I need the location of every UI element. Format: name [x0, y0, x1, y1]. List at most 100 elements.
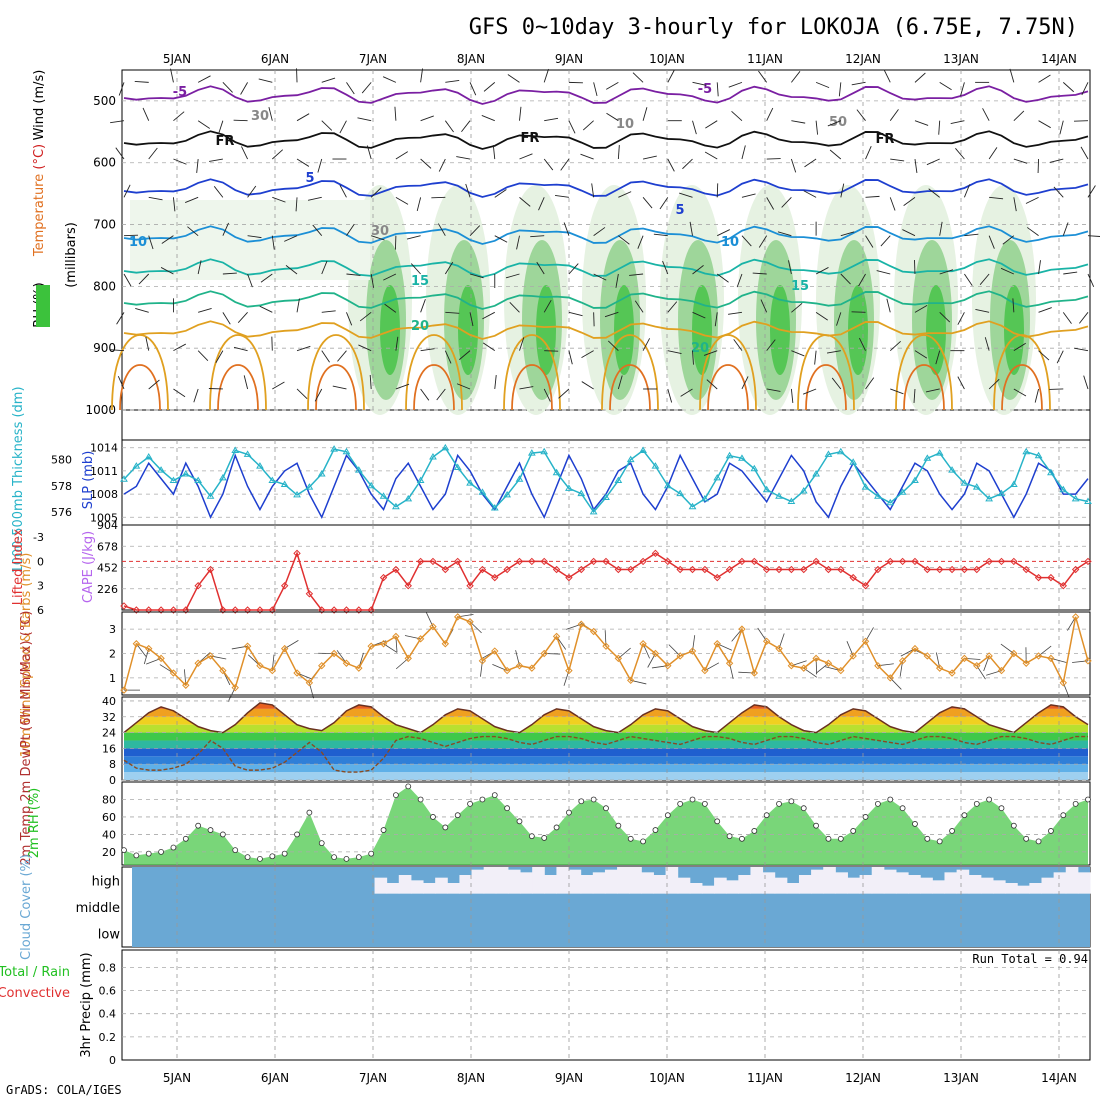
- temperature-axis-label: Temperature (°C): [32, 144, 47, 257]
- wind-barb: [538, 197, 545, 211]
- wind-barb: [1049, 158, 1064, 163]
- wind-barb: [703, 350, 718, 356]
- rh-shade: [692, 285, 712, 375]
- wind-barb: [791, 350, 805, 357]
- wind-speed-point: [775, 644, 783, 653]
- wind-speed-point: [639, 640, 647, 648]
- cloud-cell: [398, 875, 412, 894]
- wind-barb: [692, 81, 707, 86]
- wind-barb: [1063, 271, 1078, 275]
- wind-barb: [193, 388, 199, 403]
- wind-speed-point: [231, 683, 239, 692]
- lifted-index-point: [552, 565, 561, 574]
- lifted-index-point: [898, 557, 907, 566]
- wind-barb: [444, 350, 452, 364]
- wind-barb: [519, 386, 534, 390]
- cross-section-panel: 500 600 700 800 900 1000 -5 -5 FR FR FR 5 5 10 10 15 15 2…: [32, 68, 1100, 441]
- thickness-tick-label: 576: [51, 506, 72, 519]
- lifted-index-point: [762, 565, 771, 574]
- wind-barb: [889, 109, 899, 121]
- temperature-band: [124, 772, 1088, 780]
- cloud-cell: [568, 869, 582, 894]
- rh-point: [578, 798, 585, 805]
- wind-barb: [1038, 350, 1050, 361]
- wind-barb: [469, 225, 481, 236]
- cloud-cell: [1029, 883, 1042, 894]
- wind-speed-point: [503, 666, 511, 675]
- wind-barb: [758, 70, 768, 83]
- rh-point: [825, 835, 832, 842]
- wind-barb: [615, 273, 619, 288]
- thickness-point: [824, 450, 833, 457]
- wind-speed-point: [120, 686, 128, 694]
- pressure-tick-label: 700: [93, 218, 116, 232]
- thickness-point: [874, 492, 882, 499]
- wind-barb: [581, 350, 594, 359]
- lifted-index-point: [243, 606, 252, 614]
- thickness-point: [700, 494, 709, 502]
- contour-label: 5: [305, 171, 314, 186]
- wind-barb: [803, 667, 818, 678]
- thickness-tick-label: 578: [51, 480, 72, 493]
- bottom-date-label: 6JAN: [261, 1071, 289, 1085]
- wind-barb: [667, 69, 675, 83]
- slp-tick-label: 1008: [90, 488, 118, 501]
- wind-barb: [247, 235, 262, 239]
- lifted-index-point: [577, 565, 585, 574]
- cloud-cell: [556, 867, 570, 894]
- thickness-point: [231, 446, 240, 453]
- wind-speed-point: [800, 664, 808, 672]
- wind-barb: [406, 235, 421, 240]
- wind-barb: [889, 197, 896, 211]
- wind-barb: [173, 343, 187, 352]
- cloud-cell: [629, 867, 642, 894]
- wind-barb: [494, 235, 508, 243]
- wind-barb: [957, 376, 965, 390]
- wind-barb: [914, 72, 926, 83]
- wind-barb: [741, 376, 749, 390]
- wind-barb: [332, 385, 347, 390]
- warm-isotherm: [895, 334, 953, 411]
- thickness-point: [886, 498, 895, 506]
- wind-barb: [1013, 342, 1026, 352]
- lifted-index-point: [441, 565, 450, 574]
- wind-barb: [240, 82, 248, 95]
- wind-barb: [197, 120, 211, 129]
- wind-speed-point: [169, 669, 178, 677]
- wind-barb: [728, 81, 743, 88]
- rh-point: [504, 805, 511, 812]
- wind-barb: [198, 308, 212, 313]
- wind-speed-point: [973, 661, 981, 670]
- wind-barb: [957, 312, 965, 325]
- wind-speed-point: [713, 640, 721, 648]
- wind-barb: [459, 350, 471, 360]
- wind-barb: [706, 379, 718, 390]
- rh-point: [1010, 822, 1017, 829]
- bottom-date-label: 7JAN: [359, 1071, 387, 1085]
- lifted-index-point: [503, 565, 511, 574]
- rh-point: [627, 835, 634, 842]
- rh-point: [405, 783, 412, 790]
- wind-barb: [606, 81, 619, 90]
- wind-barb: [370, 187, 382, 198]
- rh-shade: [380, 285, 400, 375]
- wind-speed-point: [787, 661, 796, 670]
- lifted-index-point: [948, 565, 956, 574]
- wind-barb: [667, 388, 673, 403]
- wind-barb: [714, 312, 718, 327]
- wind-barb: [984, 337, 990, 351]
- wind-barb: [902, 229, 916, 237]
- isotherm-line: [123, 225, 1089, 245]
- wind-barb: [692, 265, 704, 275]
- wind-barb: [438, 158, 446, 172]
- wind-speed-point: [997, 666, 1006, 675]
- rh-shade: [926, 285, 946, 375]
- wind-barb: [716, 273, 729, 283]
- precip-tick-label: 0.8: [99, 961, 117, 974]
- wind-speed-point: [515, 661, 524, 670]
- isotherm-line: [123, 290, 1089, 310]
- top-date-axis: 5JAN 6JAN 7JAN 8JAN 9JAN 10JAN 11JAN 12JAN 13JAN…: [163, 52, 1077, 66]
- wind-speed-point: [1034, 652, 1043, 660]
- thickness-axis-label-part: 1000-500mb Thickness (dm): [11, 386, 26, 573]
- warm-isotherm: [903, 364, 945, 411]
